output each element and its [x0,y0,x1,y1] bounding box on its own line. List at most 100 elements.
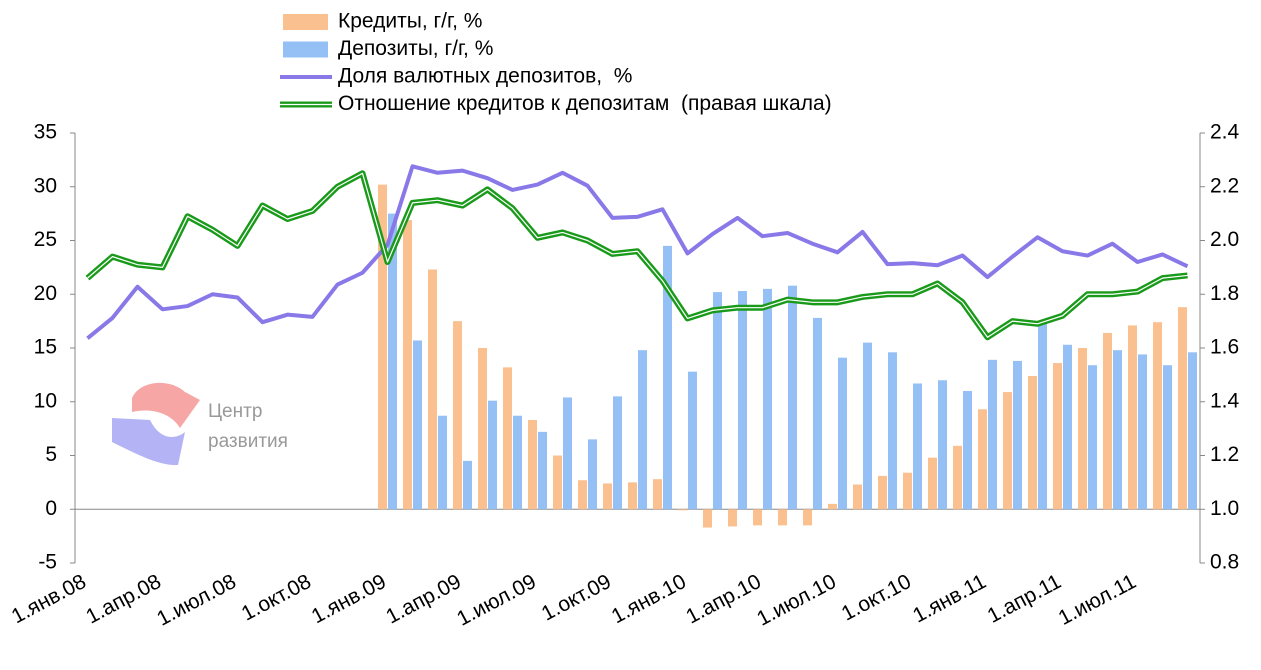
x-tick-label: 1.янв.09 [308,570,390,628]
bar [438,415,447,510]
bar [488,400,497,510]
bar [503,367,512,510]
line-series-inner [87,172,1188,338]
x-tick-label: 1.апр.11 [984,570,1065,628]
bar [1003,392,1012,510]
bar [653,479,662,510]
bar [578,480,587,510]
logo-shape [132,382,200,428]
watermark-logo [112,382,200,466]
bar [838,357,847,510]
bar [1113,350,1122,510]
x-tick-label: 1.окт.08 [238,570,315,626]
bar [613,396,622,510]
bar [603,483,612,510]
bar [753,509,762,526]
bar [678,509,687,511]
y-tick-label: 5 [45,443,57,466]
bar [1163,365,1172,510]
y2-tick-label: 2.4 [1210,121,1240,144]
bar [978,409,987,510]
x-tick-label: 1.апр.09 [382,570,465,629]
y2-tick-label: 0.8 [1210,551,1239,574]
y-tick-label: 25 [34,228,57,251]
bar [553,455,562,510]
y2-tick-label: 1.6 [1210,336,1239,359]
y-tick-label: 10 [34,389,57,412]
x-tick-label: 1.янв.08 [8,570,90,628]
bar [563,397,572,510]
bar [1178,307,1187,510]
legend-label: Отношение кредитов к депозитам (правая ш… [338,92,832,115]
logo-shape [112,418,185,466]
legend-label: Депозиты, г/г, % [338,37,493,60]
x-tick-label: 1.апр.08 [82,570,165,629]
bar [628,482,637,510]
bar [788,285,797,510]
bar [1078,348,1087,510]
bar [703,509,712,528]
bar [778,509,787,526]
bar [463,460,472,510]
bar [1128,325,1137,510]
bar [513,415,522,510]
bar [988,359,997,510]
bar [763,288,772,510]
bar [738,291,747,510]
bar [1053,363,1062,510]
bar [913,383,922,510]
x-tick-label: 1.апр.10 [682,570,765,629]
bar [1038,323,1047,510]
bar [1028,375,1037,510]
y-tick-label: 20 [34,282,57,305]
bar [388,213,397,510]
bar [478,348,487,510]
bar [928,457,937,510]
bar [953,445,962,510]
legend-label: Доля валютных депозитов, % [338,65,632,88]
x-tick-label: 1.июл.10 [753,570,840,631]
bar [663,245,672,510]
bar [1153,322,1162,510]
bar [728,509,737,527]
bar [1188,352,1197,510]
y-tick-label: 15 [34,336,57,359]
bar [853,484,862,510]
bar [588,439,597,510]
legend-label: Кредиты, г/г, % [338,10,482,33]
y-tick-label: 30 [34,174,57,197]
bar [878,475,887,510]
bar [828,503,837,510]
x-tick-label: 1.июл.08 [153,570,240,631]
bar [813,317,822,510]
y2-tick-label: 2.0 [1210,228,1239,251]
bar [863,342,872,510]
bar [428,269,437,510]
legend-swatch [283,41,328,58]
bar [1013,360,1022,510]
bar [903,472,912,510]
legend-swatch [283,14,328,30]
bar [1088,365,1097,510]
y-tick-label: 0 [45,497,57,520]
bar [453,321,462,510]
y2-tick-label: 2.2 [1210,174,1239,197]
bar [528,420,537,510]
y2-tick-label: 1.4 [1210,389,1240,412]
line-series [86,164,1189,340]
bar [1138,354,1147,510]
x-tick-label: 1.июл.09 [453,570,540,631]
x-tick-label: 1.янв.11 [909,570,990,628]
bar [963,391,972,510]
y2-tick-label: 1.2 [1210,443,1239,466]
y2-tick-label: 1.0 [1210,497,1239,520]
y2-tick-label: 1.8 [1210,282,1239,305]
y-tick-label: -5 [38,551,57,574]
bar [888,352,897,510]
x-tick-label: 1.янв.10 [608,570,690,628]
bar [378,184,387,510]
bar [403,220,412,510]
y-tick-label: 35 [34,121,57,144]
